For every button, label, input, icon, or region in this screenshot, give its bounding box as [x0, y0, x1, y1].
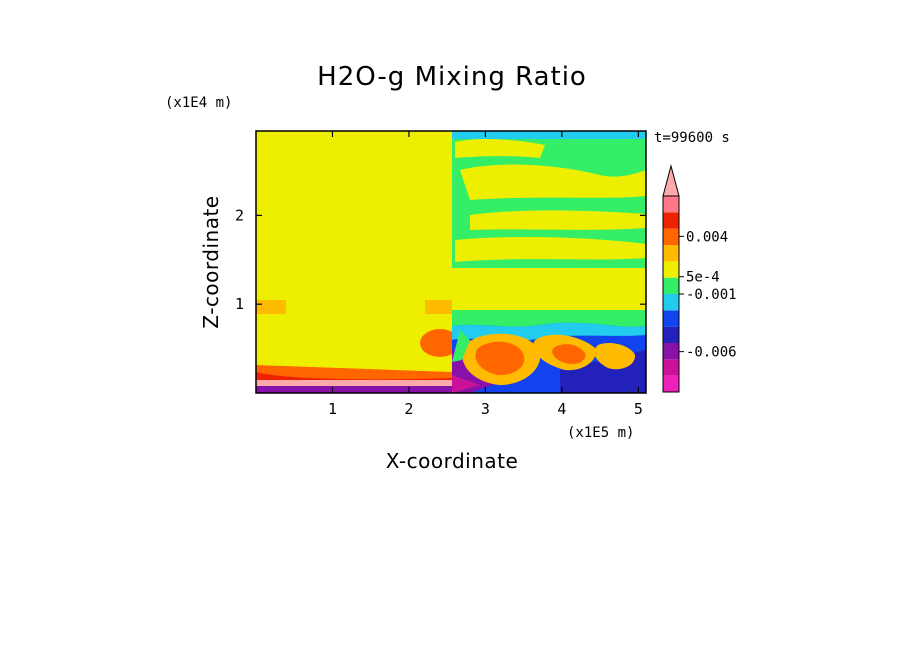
left-orange-patch-2	[425, 300, 452, 314]
colorbar-arrow	[662, 164, 680, 197]
colorbar-segment	[663, 261, 679, 278]
colorbar-segment	[663, 343, 679, 360]
colorbar-label: 5e-4	[686, 270, 720, 286]
colorbar-segment	[663, 359, 679, 376]
colorbar-segment	[663, 294, 679, 311]
colorbar-segment	[663, 228, 679, 245]
right-yellow-streak-1	[460, 164, 646, 200]
colorbar-segment	[663, 310, 679, 327]
region-left-domain	[256, 131, 452, 393]
right-orange-blob-1	[475, 341, 525, 376]
right-yellow-blob-3	[594, 343, 636, 370]
right-yellow-streak-3	[455, 237, 646, 262]
right-green-fringe	[452, 330, 470, 362]
colorbar-segment	[663, 375, 679, 392]
right-cyan-strip	[452, 131, 646, 139]
y-tick-label: 2	[235, 206, 244, 224]
y-unit-label: (x1E4 m)	[165, 95, 232, 111]
colorbar-segment	[663, 212, 679, 229]
colorbar-label: 0.004	[686, 229, 728, 245]
colorbar-label: -0.001	[686, 287, 737, 303]
right-orange-blob-2	[552, 344, 586, 364]
y-ticks: 12	[235, 206, 646, 313]
colorbar-segment	[663, 277, 679, 294]
plot-frame	[255, 130, 647, 394]
region-right-mid	[452, 268, 646, 313]
colorbar-label: -0.006	[686, 345, 737, 361]
heatmap-field	[256, 131, 646, 393]
left-orange-patch-3	[420, 329, 460, 357]
colorbar: 0.004 5e-4-0.001 -0.006	[662, 164, 737, 393]
left-orange-patch-1	[256, 300, 286, 314]
x-tick-label: 5	[634, 400, 643, 418]
chart-title: H2O-g Mixing Ratio	[317, 62, 587, 92]
left-purple-base	[256, 386, 452, 393]
y-tick-label: 1	[235, 295, 244, 313]
colorbar-segment	[663, 245, 679, 262]
colorbar-segment	[663, 326, 679, 343]
right-pink-base	[452, 375, 480, 393]
x-axis-label: X-coordinate	[386, 449, 519, 473]
y-axis-label: Z-coordinate	[199, 195, 223, 328]
right-green-edge	[452, 310, 646, 327]
x-tick-label: 4	[557, 400, 566, 418]
time-label: t=99600 s	[654, 130, 730, 146]
x-tick-label: 3	[481, 400, 490, 418]
x-unit-label: (x1E5 m)	[567, 425, 634, 441]
left-pink-band	[256, 380, 452, 386]
right-yellow-streak-4	[455, 138, 545, 158]
x-tick-label: 1	[328, 400, 337, 418]
right-yellow-streak-2	[470, 210, 646, 230]
x-ticks: 1 2 3 4 5	[328, 131, 643, 418]
x-tick-label: 2	[404, 400, 413, 418]
colorbar-segment	[663, 196, 679, 213]
